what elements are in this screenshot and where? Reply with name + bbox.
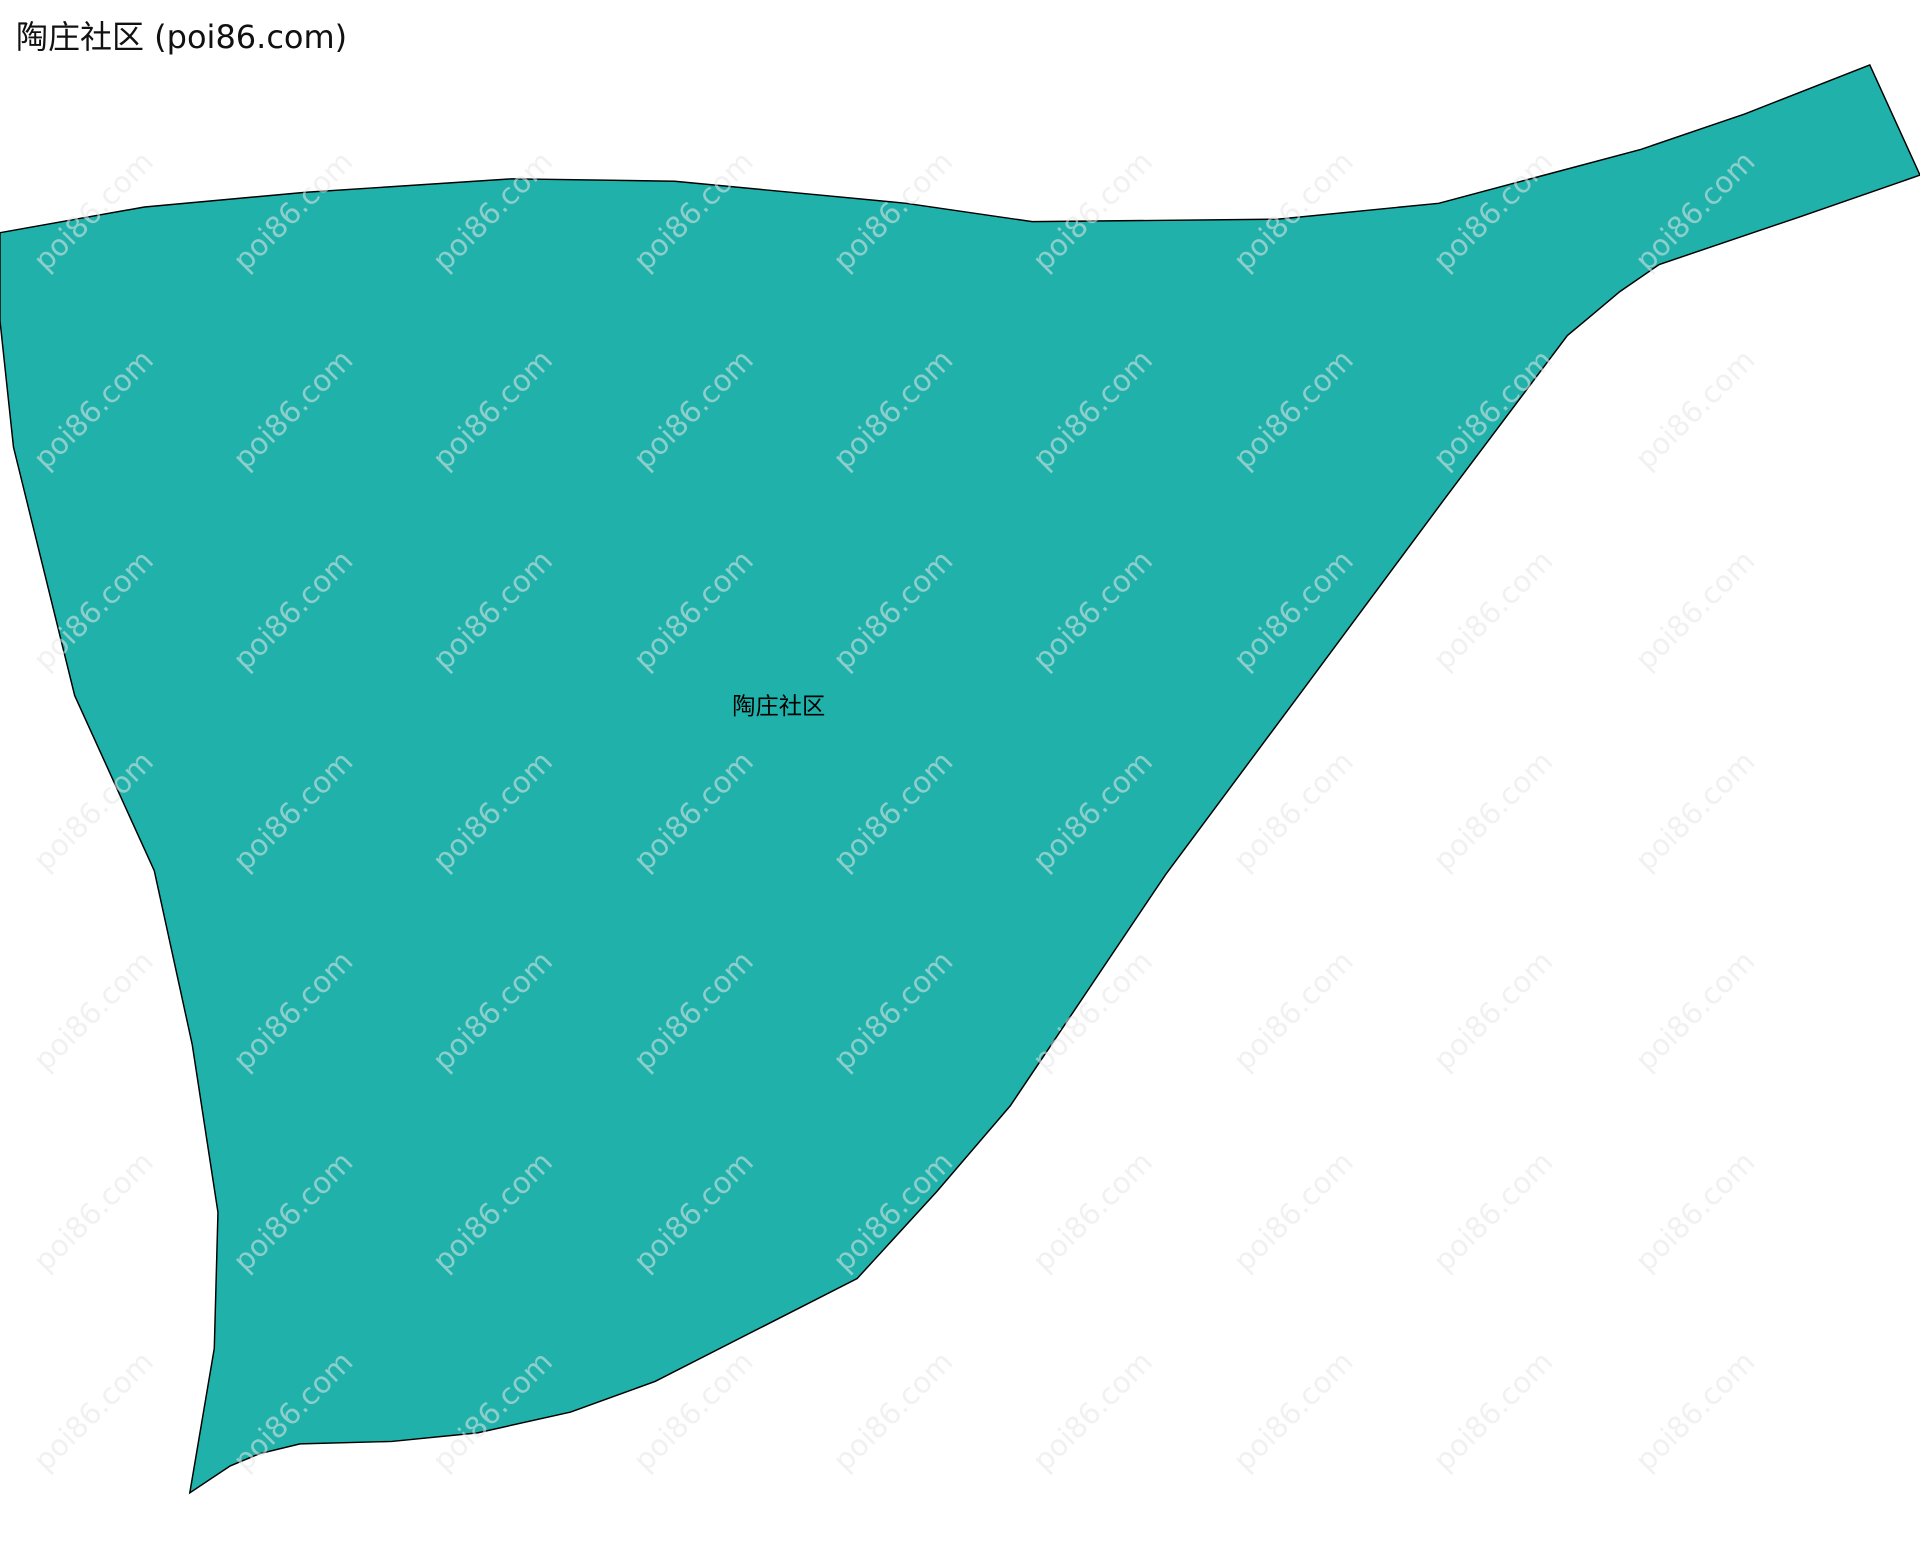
watermark-text: poi86.com	[1628, 1145, 1761, 1278]
watermark-text: poi86.com	[1026, 1145, 1159, 1278]
watermark-text: poi86.com	[1628, 744, 1761, 877]
watermark-text: poi86.com	[1227, 944, 1360, 1077]
watermark-text: poi86.com	[27, 944, 160, 1077]
watermark-text: poi86.com	[1628, 944, 1761, 1077]
watermark-text: poi86.com	[27, 1145, 160, 1278]
watermark-text: poi86.com	[1426, 544, 1559, 677]
watermark-text: poi86.com	[1026, 1345, 1159, 1478]
watermark-text: poi86.com	[1426, 1345, 1559, 1478]
watermark-text: poi86.com	[27, 1345, 160, 1478]
region-label: 陶庄社区	[732, 693, 825, 720]
watermark-text: poi86.com	[1227, 1145, 1360, 1278]
watermark-text: poi86.com	[1227, 1345, 1360, 1478]
watermark-text: poi86.com	[1628, 544, 1761, 677]
watermark-text: poi86.com	[1628, 1345, 1761, 1478]
watermark-text: poi86.com	[826, 1345, 959, 1478]
watermark-text: poi86.com	[1628, 343, 1761, 476]
watermark-text: poi86.com	[1426, 944, 1559, 1077]
watermark-text: poi86.com	[1426, 744, 1559, 877]
watermark-text: poi86.com	[1426, 1145, 1559, 1278]
region-polygon-taozhuang[interactable]	[0, 63, 1920, 1495]
map-title: 陶庄社区 (poi86.com)	[16, 18, 348, 56]
